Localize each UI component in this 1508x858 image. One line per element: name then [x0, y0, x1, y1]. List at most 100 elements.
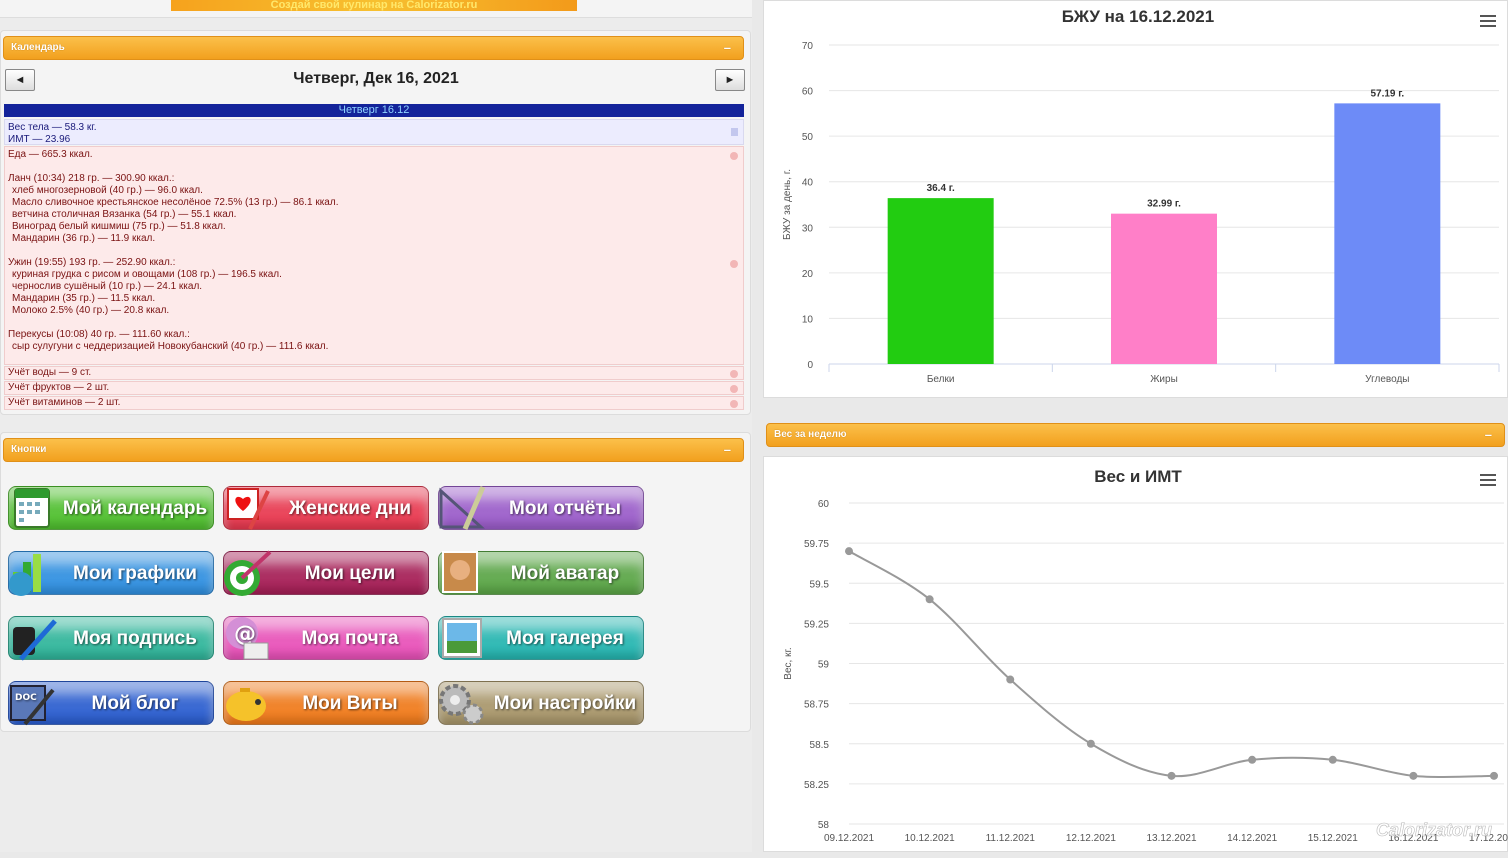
heart-icon: [220, 481, 274, 535]
data-point: [1490, 771, 1498, 780]
edit-icon[interactable]: [730, 370, 738, 378]
food-line: сыр сулугуни с чеддеризацией Новокубанск…: [12, 341, 329, 352]
y-tick-label: 58.75: [804, 700, 829, 711]
buttons-panel-header[interactable]: Кнопки –: [3, 438, 744, 462]
vitamins-text: Учёт витаминов — 2 шт.: [8, 397, 121, 408]
y-tick-label: 59: [818, 660, 830, 671]
x-tick-label: Жиры: [1150, 374, 1178, 385]
fruits-entry[interactable]: Учёт фруктов — 2 шт.: [4, 381, 744, 395]
data-label: 57.19 г.: [1370, 88, 1404, 99]
target-icon: [220, 546, 274, 600]
chart-title: Вес и ИМТ: [1094, 467, 1182, 486]
nav-button-6[interactable]: Моя подпись: [8, 616, 214, 661]
y-tick-label: 10: [802, 314, 814, 325]
nav-button-8[interactable]: Моя галерея: [438, 616, 644, 660]
water-entry[interactable]: Учёт воды — 9 ст.: [4, 366, 744, 380]
food-line: Еда — 665.3 ккал.: [8, 149, 93, 160]
edit-icon[interactable]: [730, 152, 738, 160]
blog-icon: DOC: [5, 676, 59, 730]
avatar-icon: [435, 546, 489, 600]
nav-button-label: Мой блог: [91, 693, 179, 714]
nav-button-label: Моя галерея: [506, 628, 624, 649]
y-tick-label: 59.5: [810, 579, 830, 590]
prev-day-button[interactable]: ◄: [5, 69, 35, 91]
promo-banner[interactable]: Создай свой кулинар на Calorizator.ru: [171, 0, 577, 11]
x-tick-label: 13.12.2021: [1146, 833, 1196, 844]
weight-line: Вес тела — 58.3 кг.: [8, 122, 97, 133]
nav-button-5[interactable]: Мой аватар: [438, 551, 644, 595]
nav-button-7[interactable]: @ Моя почта: [223, 616, 429, 660]
day-bar[interactable]: Четверг 16.12: [4, 104, 744, 117]
x-tick-label: 16.12.2021: [1388, 833, 1438, 844]
nav-button-label: Моя подпись: [73, 628, 197, 649]
calendar-date-title: Четверг, Дек 16, 2021: [293, 70, 459, 87]
nav-button-3[interactable]: Мои графики: [8, 551, 214, 596]
chart-menu-icon[interactable]: [1480, 474, 1496, 486]
edit-icon[interactable]: [730, 400, 738, 408]
right-column: БЖУ на 16.12.2021 0 10 20 30 40 50 60 70 БЖУ за д…: [763, 0, 1508, 852]
y-tick-label: 58: [818, 820, 830, 831]
nav-button-9[interactable]: DOC Мой блог: [8, 681, 214, 726]
minimize-icon[interactable]: –: [723, 442, 731, 457]
nav-button-label: Мои Виты: [302, 693, 398, 714]
piggy-bank-icon: [220, 676, 274, 730]
nav-button-label: Мои отчёты: [509, 498, 621, 519]
weight-line: [848, 550, 1495, 779]
data-label: 36.4 г.: [927, 183, 955, 194]
mail-icon: @: [220, 611, 274, 665]
food-entry[interactable]: Еда — 665.3 ккал. Ланч (10:34) 218 гр. — …: [4, 146, 744, 365]
nav-button-0[interactable]: Мой календарь: [8, 486, 214, 530]
y-tick-label: 60: [802, 87, 814, 98]
nav-button-label: Мои цели: [304, 563, 396, 584]
edit-icon[interactable]: [730, 385, 738, 393]
food-line: Ланч (10:34) 218 гр. — 300.90 ккал.:: [8, 173, 175, 184]
food-line: чернослив сушёный (10 гр.) — 24.1 ккал.: [12, 281, 203, 292]
y-tick-label: 30: [802, 223, 814, 234]
minimize-icon[interactable]: –: [723, 40, 731, 55]
calendar-panel-title: Календарь: [11, 42, 65, 53]
chart-menu-icon[interactable]: [1480, 15, 1496, 27]
svg-text:@: @: [234, 622, 256, 647]
data-point: [1006, 675, 1015, 684]
y-tick-label: 0: [807, 360, 813, 371]
fruits-text: Учёт фруктов — 2 шт.: [8, 382, 110, 393]
weight-entry[interactable]: Вес тела — 58.3 кг. ИМТ — 23.96: [4, 119, 744, 145]
note-icon[interactable]: [731, 128, 738, 136]
calendar-panel-header[interactable]: Календарь –: [3, 36, 744, 60]
x-tick-label: 10.12.2021: [905, 833, 955, 844]
banner-area: Создай свой кулинар на Calorizator.ru: [0, 0, 752, 18]
nav-button-11[interactable]: Мои настройки: [438, 681, 644, 725]
bmi-line: ИМТ — 23.96: [8, 134, 71, 145]
left-column: Создай свой кулинар на Calorizator.ru Ка…: [0, 0, 752, 852]
bar: [1111, 213, 1217, 364]
edit-icon[interactable]: [730, 260, 738, 268]
x-tick-label: Углеводы: [1365, 374, 1409, 385]
data-point: [1167, 771, 1176, 780]
gallery-icon: [435, 611, 489, 665]
nav-button-label: Моя почта: [301, 628, 399, 649]
bar: [887, 198, 994, 364]
minimize-icon[interactable]: –: [1484, 427, 1492, 442]
nav-button-label: Мои графики: [73, 563, 197, 584]
nav-button-1[interactable]: Женские дни: [223, 486, 429, 530]
y-tick-label: 59.75: [804, 539, 829, 550]
nav-button-10[interactable]: Мои Виты: [223, 681, 429, 725]
chart-title: БЖУ на 16.12.2021: [1062, 7, 1214, 26]
food-line: Мандарин (36 гр.) — 11.9 ккал.: [12, 233, 156, 244]
ink-pen-icon: [5, 611, 59, 665]
vitamins-entry[interactable]: Учёт витаминов — 2 шт.: [4, 396, 744, 410]
data-point: [925, 595, 934, 604]
weight-panel-header[interactable]: Вес за неделю –: [766, 423, 1505, 447]
x-tick-label: 15.12.2021: [1308, 833, 1358, 844]
y-tick-label: 58.25: [804, 780, 829, 791]
nav-button-2[interactable]: Мои отчёты: [438, 486, 644, 530]
spacer: [8, 245, 740, 257]
buttons-panel-title: Кнопки: [11, 444, 47, 455]
data-point: [1248, 755, 1257, 764]
y-tick-label: 60: [818, 499, 830, 510]
weight-chart-panel: Вес и ИМТ 58 58.25 58.5 58.75 59 59.25 59.5 59.7…: [763, 456, 1508, 852]
data-point: [1409, 771, 1418, 780]
next-day-button[interactable]: ►: [715, 69, 745, 91]
water-text: Учёт воды — 9 ст.: [8, 367, 92, 378]
nav-button-4[interactable]: Мои цели: [223, 550, 429, 596]
